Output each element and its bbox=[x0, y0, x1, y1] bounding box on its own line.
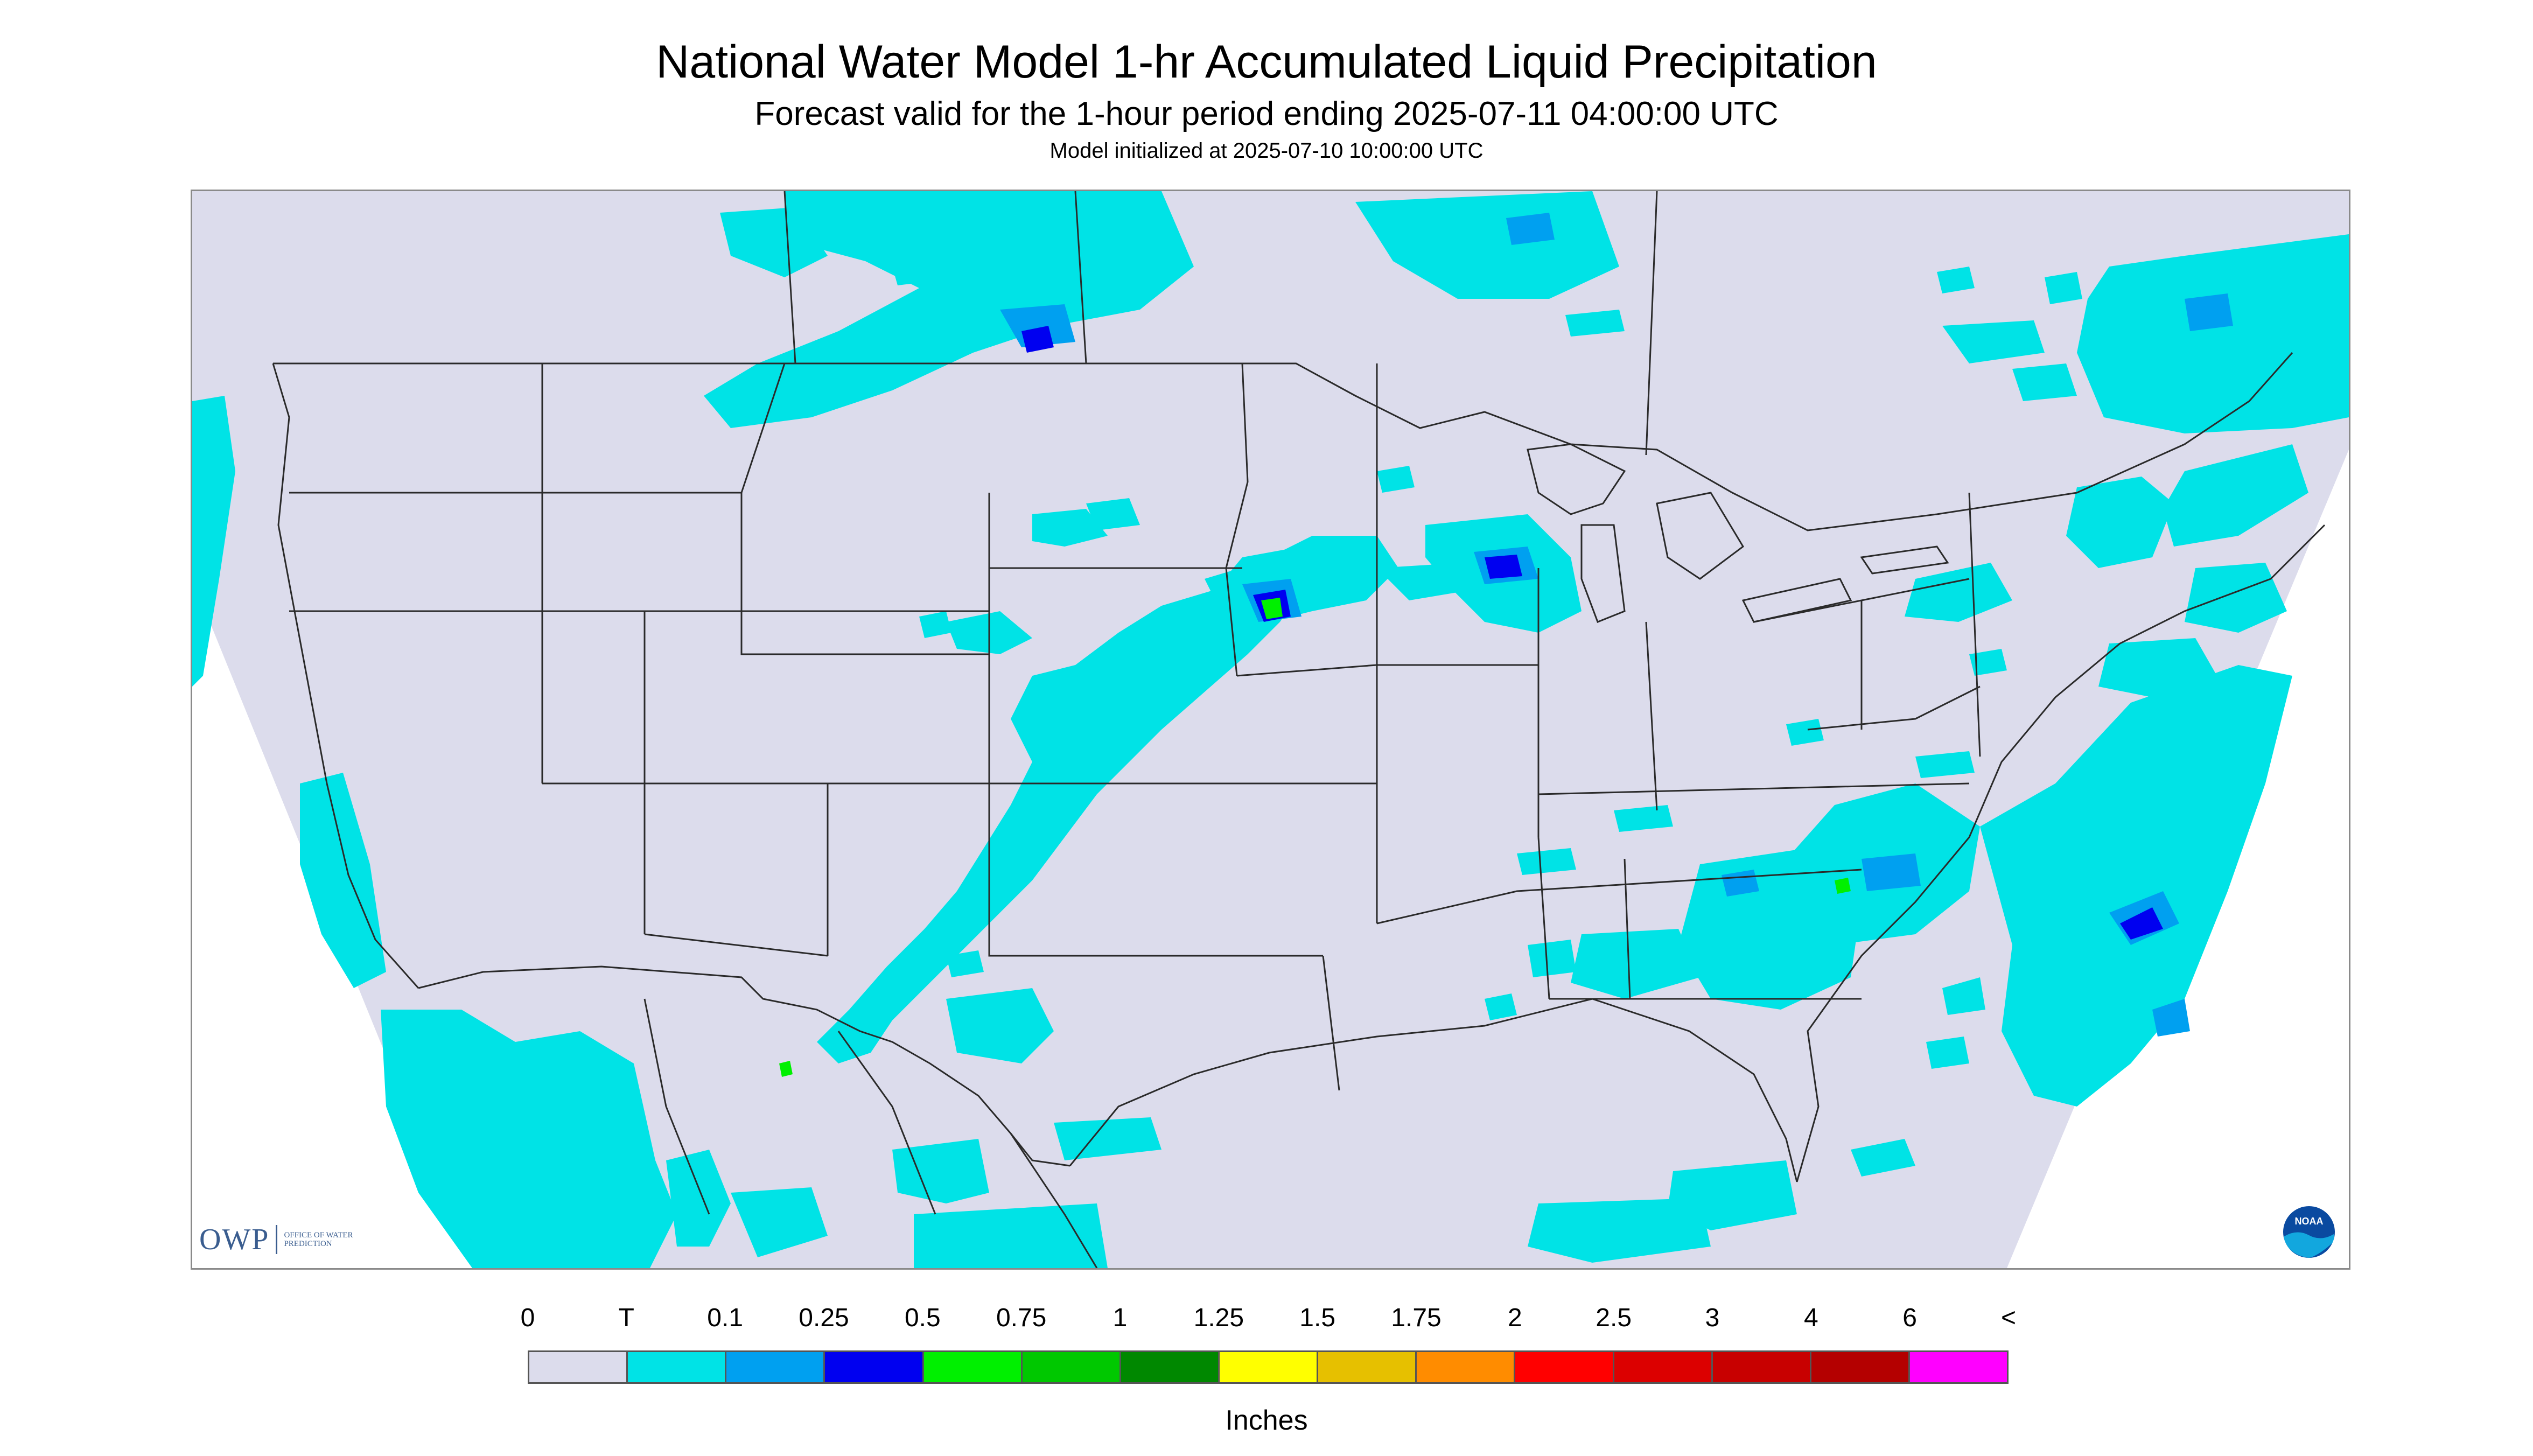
legend-tick-label: 4 bbox=[1803, 1304, 1818, 1332]
owp-logo: OWP OFFICE OF WATER PREDICTION bbox=[199, 1223, 354, 1256]
map-subtitle: Forecast valid for the 1-hour period end… bbox=[754, 95, 1779, 132]
legend-tick-label: 0.5 bbox=[904, 1304, 941, 1332]
noaa-logo-icon: NOAA bbox=[2281, 1204, 2337, 1260]
legend-tick-label: 2 bbox=[1507, 1304, 1522, 1332]
precipitation-map[interactable] bbox=[191, 190, 2350, 1270]
precip-trace-areas bbox=[192, 191, 2349, 1268]
legend-tick-label: 0 bbox=[520, 1304, 535, 1332]
precip-heavy-areas bbox=[1021, 326, 2163, 940]
legend-tick-label: < bbox=[2000, 1304, 2017, 1332]
legend-tick-label: T bbox=[618, 1304, 634, 1332]
legend-swatch bbox=[1515, 1352, 1614, 1382]
owp-logo-text: OWP bbox=[199, 1223, 270, 1256]
legend-swatch bbox=[1219, 1352, 1319, 1382]
legend-tick-label: 3 bbox=[1705, 1304, 1720, 1332]
legend-tick-label: 1.25 bbox=[1193, 1304, 1244, 1332]
map-canvas bbox=[192, 191, 2349, 1268]
legend-swatch bbox=[923, 1352, 1023, 1382]
map-title: National Water Model 1-hr Accumulated Li… bbox=[656, 36, 1877, 88]
legend-tick-label: 0.25 bbox=[799, 1304, 849, 1332]
legend-swatch bbox=[1121, 1352, 1220, 1382]
legend-tick-label: 1.75 bbox=[1391, 1304, 1442, 1332]
legend-swatch bbox=[1417, 1352, 1516, 1382]
legend-swatch bbox=[1811, 1352, 1910, 1382]
legend-swatch bbox=[726, 1352, 825, 1382]
svg-text:NOAA: NOAA bbox=[2295, 1216, 2324, 1227]
legend-tick-label: 1 bbox=[1112, 1304, 1128, 1332]
owp-logo-subtext: OFFICE OF WATER PREDICTION bbox=[284, 1231, 353, 1248]
legend-swatch bbox=[1909, 1352, 2007, 1382]
legend-tick-label: 0.75 bbox=[996, 1304, 1047, 1332]
legend-tick-label: 2.5 bbox=[1596, 1304, 1632, 1332]
legend-tick-label: 1.5 bbox=[1299, 1304, 1336, 1332]
state-boundaries bbox=[272, 191, 2326, 1268]
legend-swatch bbox=[1318, 1352, 1417, 1382]
model-init-text: Model initialized at 2025-07-10 10:00:00… bbox=[1049, 139, 1484, 163]
legend-tick-label: 6 bbox=[1902, 1304, 1918, 1332]
legend-swatch bbox=[1614, 1352, 1713, 1382]
legend-swatch bbox=[529, 1352, 628, 1382]
legend-swatch bbox=[825, 1352, 924, 1382]
owp-logo-divider bbox=[276, 1225, 278, 1254]
precip-green-areas bbox=[779, 598, 1851, 1077]
legend-units-label: Inches bbox=[1225, 1405, 1308, 1436]
legend-swatch bbox=[1712, 1352, 1811, 1382]
legend-swatch bbox=[1022, 1352, 1121, 1382]
legend-swatch bbox=[628, 1352, 727, 1382]
legend-tick-label: 0.1 bbox=[707, 1304, 744, 1332]
color-scale-bar bbox=[528, 1350, 2009, 1384]
